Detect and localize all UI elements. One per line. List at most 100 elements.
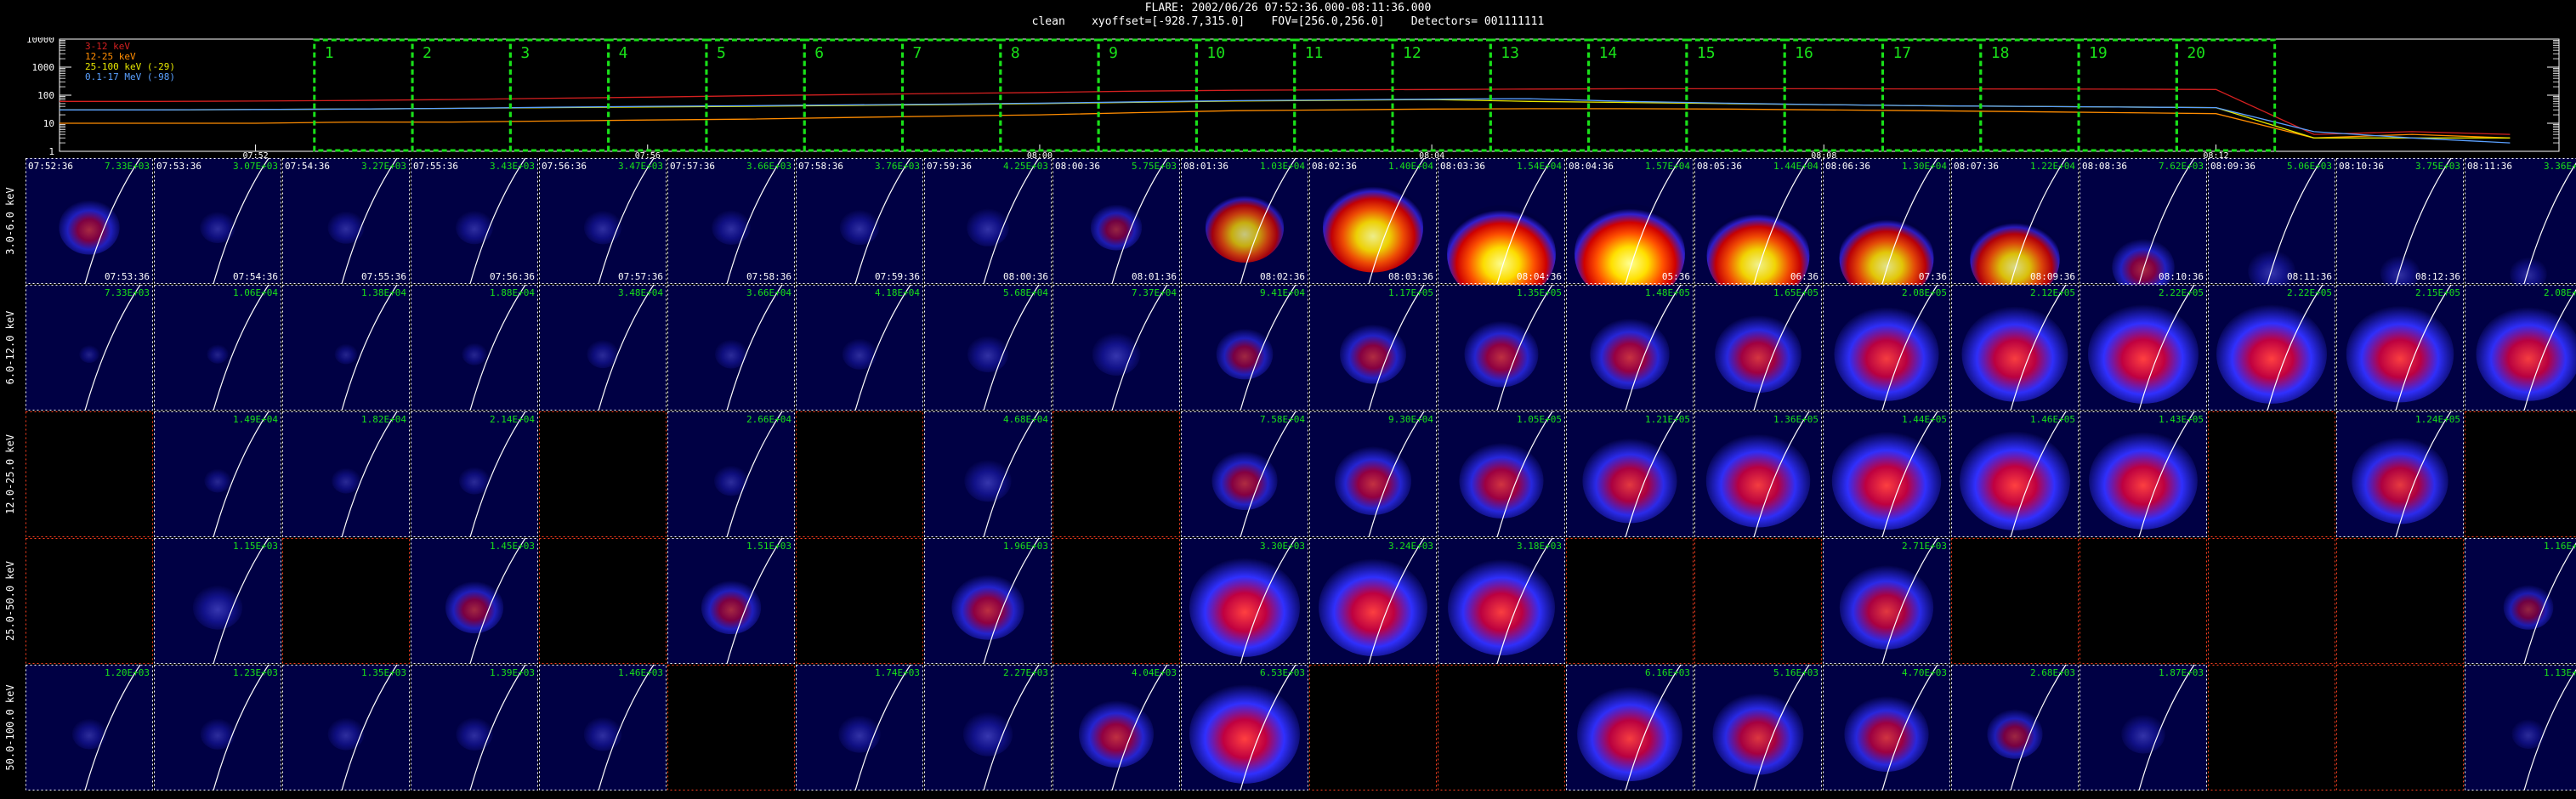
lightcurve-chart: 10000 1000 100 10 1 07:52 07:56 08:00 08:04 08:08… <box>26 37 2560 158</box>
solar-limb-arc <box>2395 411 2452 538</box>
panel-max-value: 6.16E+03 <box>1645 667 1690 678</box>
panel-frame <box>1309 665 1437 790</box>
image-panel: 5.16E+03 <box>1694 664 1822 791</box>
legend-entry: 12-25 keV <box>85 51 136 62</box>
image-panel: 2.15E+05 <box>2336 284 2464 411</box>
panel-frame <box>1309 411 1437 537</box>
interval-box <box>2175 38 2277 152</box>
panel-max-value: 9.30E+04 <box>1388 414 1433 425</box>
solar-limb-arc <box>983 411 1040 538</box>
image-panel: 6.53E+03 <box>1181 664 1308 791</box>
source-emission <box>1216 328 1274 380</box>
panel-background <box>26 538 153 664</box>
image-panel: 1.46E+03 <box>539 664 667 791</box>
solar-limb-arc <box>469 411 526 538</box>
panel-end-time: 08:01:36 <box>1132 271 1177 282</box>
panel-frame <box>924 665 1052 790</box>
image-panel: 7.62E+03 08:08:36 08:10:36 <box>2080 158 2207 295</box>
source-emission <box>1839 215 1934 301</box>
panel-max-value: 5.16E+03 <box>1773 667 1819 678</box>
source-emission <box>462 343 487 366</box>
image-panel <box>26 411 153 537</box>
source-emission <box>1447 205 1556 303</box>
solar-limb-arc <box>341 284 398 411</box>
panel-frame <box>2336 411 2464 537</box>
source-emission <box>59 200 120 255</box>
image-panel: 7.33E+03 <box>26 284 153 411</box>
panel-frame <box>2208 158 2335 284</box>
panel-start-time: 08:03:36 <box>1440 161 1485 172</box>
panel-end-time: 08:03:36 <box>1388 271 1433 282</box>
image-panel <box>1694 538 1822 664</box>
solar-limb-arc <box>341 411 398 538</box>
panel-frame <box>2465 538 2576 664</box>
source-emission <box>1334 445 1412 515</box>
panel-end-time: 06:36 <box>1790 271 1819 282</box>
source-emission <box>2088 303 2199 404</box>
panel-background <box>539 538 667 664</box>
panel-background <box>1566 538 1694 664</box>
panel-frame <box>2080 665 2207 790</box>
image-panel: 3.66E+03 07:57:36 07:58:36 <box>667 158 795 285</box>
image-panel: 1.74E+03 <box>796 664 923 791</box>
panel-frame <box>924 538 1052 664</box>
source-emission <box>207 344 229 364</box>
panel-frame <box>1951 665 2079 790</box>
panel-max-value: 5.68E+04 <box>1003 287 1048 298</box>
panel-frame <box>796 538 923 664</box>
panel-frame <box>282 285 410 411</box>
solar-limb-arc <box>469 158 526 285</box>
panel-end-time: 08:11:36 <box>2287 271 2332 282</box>
source-emission <box>839 209 880 246</box>
interval-label: 2 <box>423 44 432 62</box>
source-emission <box>1340 324 1406 384</box>
panel-max-value: 1.23E+03 <box>233 667 278 678</box>
interval-label: 1 <box>325 44 334 62</box>
image-panel <box>1951 538 2079 664</box>
solar-limb-arc <box>469 664 526 791</box>
solar-limb-arc <box>1368 537 1425 665</box>
image-panel <box>2336 538 2464 664</box>
solar-limb-arc <box>213 537 270 665</box>
solar-limb-arc <box>726 284 783 411</box>
panel-frame <box>2080 158 2207 284</box>
source-emission <box>2216 303 2327 404</box>
solar-limb-arc <box>1240 411 1297 538</box>
panel-frame <box>26 285 153 411</box>
panel-frame <box>1566 665 1694 790</box>
source-emission <box>1834 307 1939 401</box>
solar-limb-arc <box>1753 158 1810 285</box>
image-panel <box>2208 538 2335 664</box>
image-panel: 1.36E+05 <box>1694 411 1822 538</box>
panel-frame <box>1053 665 1180 790</box>
panel-frame <box>796 285 923 411</box>
flare-title: FLARE: 2002/06/26 07:52:36.000-08:11:36.… <box>1144 2 1432 14</box>
panel-frame <box>1951 285 2079 411</box>
image-panel: 3.66E+04 <box>667 284 795 411</box>
interval-label: 6 <box>814 44 824 62</box>
panel-frame <box>539 538 667 664</box>
x-tick-label: 08:04 <box>1419 151 1444 158</box>
panel-frame <box>1053 285 1180 411</box>
source-emission <box>1987 709 2043 759</box>
source-emission <box>71 718 107 750</box>
solar-limb-arc <box>1625 411 1682 538</box>
panel-frame <box>1438 538 1565 664</box>
source-emission <box>2112 238 2175 295</box>
panel-background <box>1694 538 1822 664</box>
panel-frame <box>2465 411 2576 537</box>
source-emission <box>1590 318 1670 390</box>
panel-max-value: 1.24E+05 <box>2415 414 2460 425</box>
panel-frame <box>667 538 795 664</box>
panel-frame <box>2208 411 2335 537</box>
panel-frame <box>1566 538 1694 664</box>
solar-limb-arc <box>726 411 783 538</box>
solar-limb-arc <box>341 664 398 791</box>
image-panel: 1.06E+04 <box>154 284 281 411</box>
source-emission <box>2380 255 2420 292</box>
panel-frame <box>2208 538 2335 664</box>
panel-max-value: 1.49E+04 <box>233 414 278 425</box>
image-panel <box>2208 411 2335 537</box>
panel-background <box>2465 411 2576 537</box>
panel-frame <box>1694 285 1822 411</box>
